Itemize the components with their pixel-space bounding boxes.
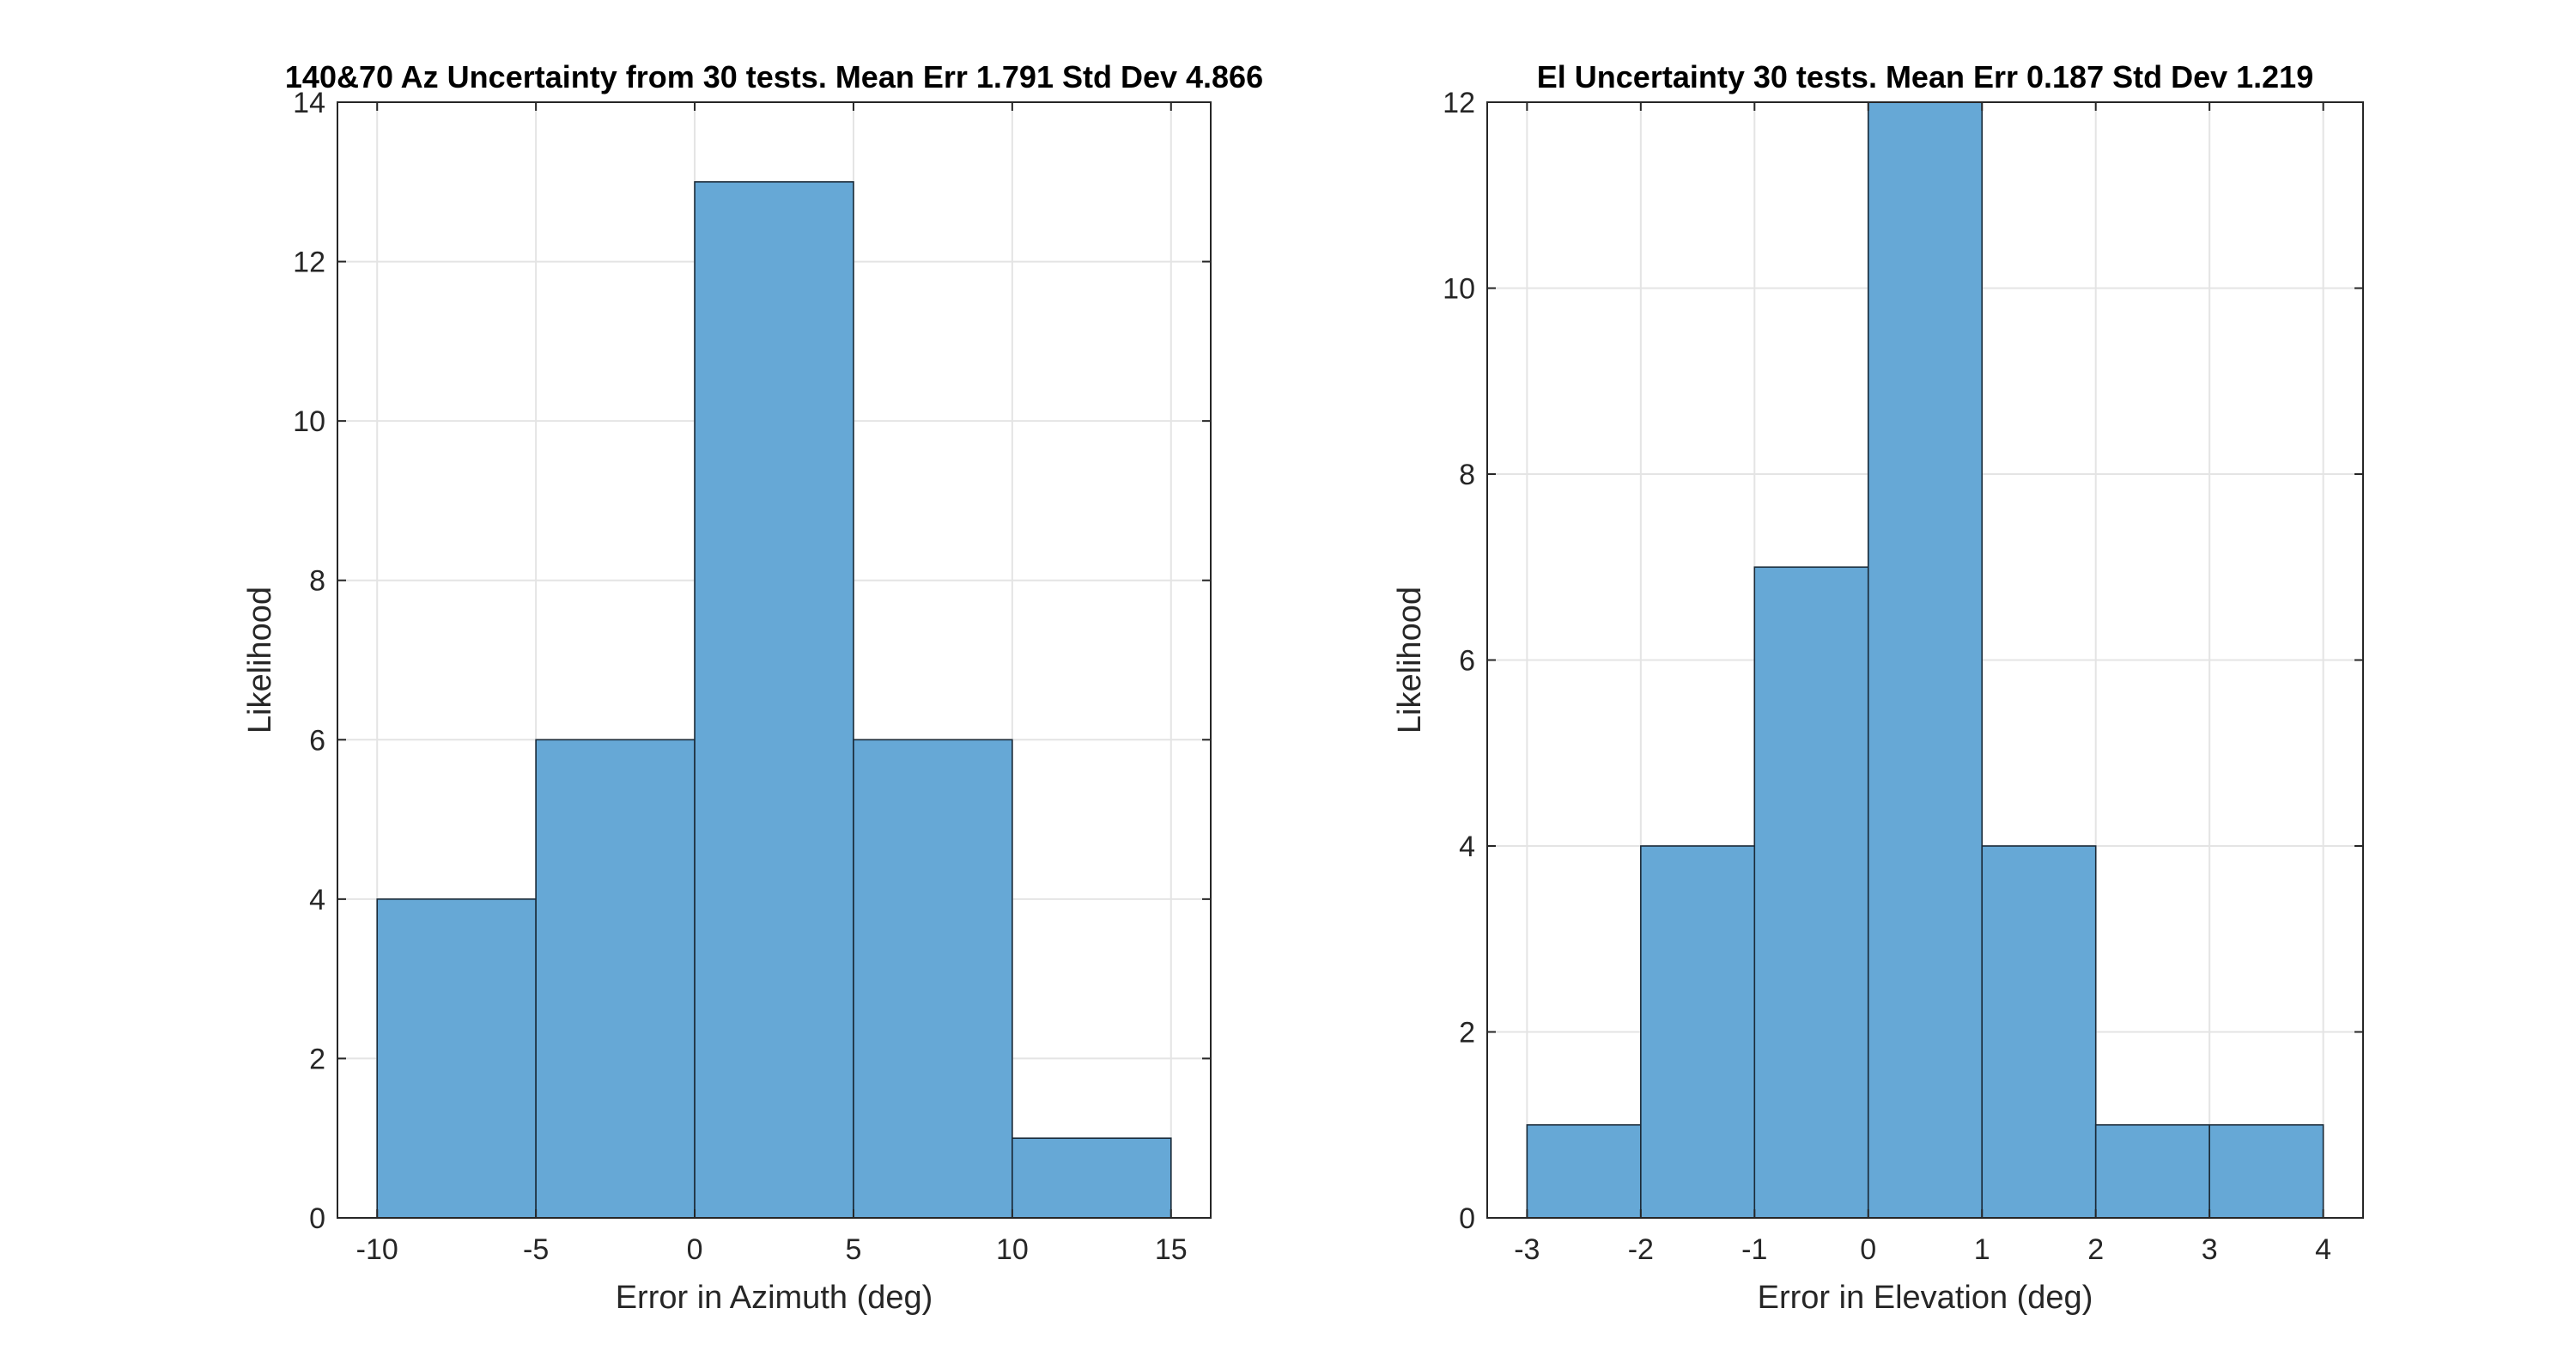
histogram-bar xyxy=(2094,1123,2210,1219)
histogram-bar xyxy=(1753,566,1869,1219)
ticks: -10 -5 0 5 10 15 0 2 4 6 8 10 12 14 xyxy=(293,87,1211,1266)
histogram-bar xyxy=(535,739,696,1219)
bars xyxy=(376,180,1172,1219)
histogram-elevation: El Uncertainty 30 tests. Mean Err 0.187 … xyxy=(1392,59,2364,1316)
chart-title: El Uncertainty 30 tests. Mean Err 0.187 … xyxy=(1537,59,2313,94)
x-tick-label: 1 xyxy=(1974,1233,1990,1266)
x-tick-label: 2 xyxy=(2087,1233,2104,1266)
y-tick-label: 0 xyxy=(1459,1202,1475,1235)
x-tick-label: -2 xyxy=(1628,1233,1654,1266)
x-tick-label: -3 xyxy=(1514,1233,1540,1266)
y-tick-label: 8 xyxy=(309,565,325,598)
x-tick-label: -10 xyxy=(356,1233,398,1266)
axes-box xyxy=(337,101,1212,1219)
histogram-bar xyxy=(1012,1137,1172,1219)
x-tick-label: -1 xyxy=(1741,1233,1767,1266)
y-tick-label: 4 xyxy=(1459,831,1475,863)
histogram-bar xyxy=(1867,101,1984,1219)
y-tick-label: 4 xyxy=(309,884,325,916)
x-tick-label: 3 xyxy=(2202,1233,2218,1266)
x-tick-label: 15 xyxy=(1155,1233,1188,1266)
y-tick-label: 12 xyxy=(293,246,325,279)
histogram-azimuth: 140&70 Az Uncertainty from 30 tests. Mea… xyxy=(242,59,1263,1316)
x-tick-label: 5 xyxy=(845,1233,861,1266)
y-tick-label: 6 xyxy=(309,724,325,757)
y-tick-label: 8 xyxy=(1459,459,1475,491)
histogram-bar xyxy=(2208,1123,2324,1219)
histogram-bar xyxy=(376,898,537,1219)
chart-title: 140&70 Az Uncertainty from 30 tests. Mea… xyxy=(285,59,1263,94)
x-axis-label: Error in Elevation (deg) xyxy=(1758,1280,2093,1316)
histogram-bar xyxy=(853,739,1013,1219)
x-tick-label: 10 xyxy=(996,1233,1029,1266)
y-tick-label: 14 xyxy=(293,87,325,119)
x-tick-label: -5 xyxy=(523,1233,549,1266)
y-tick-label: 6 xyxy=(1459,645,1475,678)
histogram-bar xyxy=(1640,845,1756,1219)
histogram-bar xyxy=(1526,1123,1642,1219)
x-axis-label: Error in Azimuth (deg) xyxy=(616,1280,933,1316)
y-tick-label: 10 xyxy=(293,405,325,438)
x-tick-label: 0 xyxy=(687,1233,703,1266)
y-tick-label: 0 xyxy=(309,1202,325,1235)
y-tick-label: 2 xyxy=(309,1043,325,1075)
bars xyxy=(1526,101,2324,1219)
y-tick-label: 12 xyxy=(1443,87,1475,119)
x-tick-label: 4 xyxy=(2315,1233,2331,1266)
y-axis-label: Likelihood xyxy=(1392,587,1428,733)
y-axis-label: Likelihood xyxy=(242,587,278,733)
histogram-bar xyxy=(694,180,854,1219)
histogram-bar xyxy=(1981,845,2097,1219)
x-tick-label: 0 xyxy=(1860,1233,1876,1266)
y-tick-label: 10 xyxy=(1443,273,1475,306)
y-tick-label: 2 xyxy=(1459,1017,1475,1050)
